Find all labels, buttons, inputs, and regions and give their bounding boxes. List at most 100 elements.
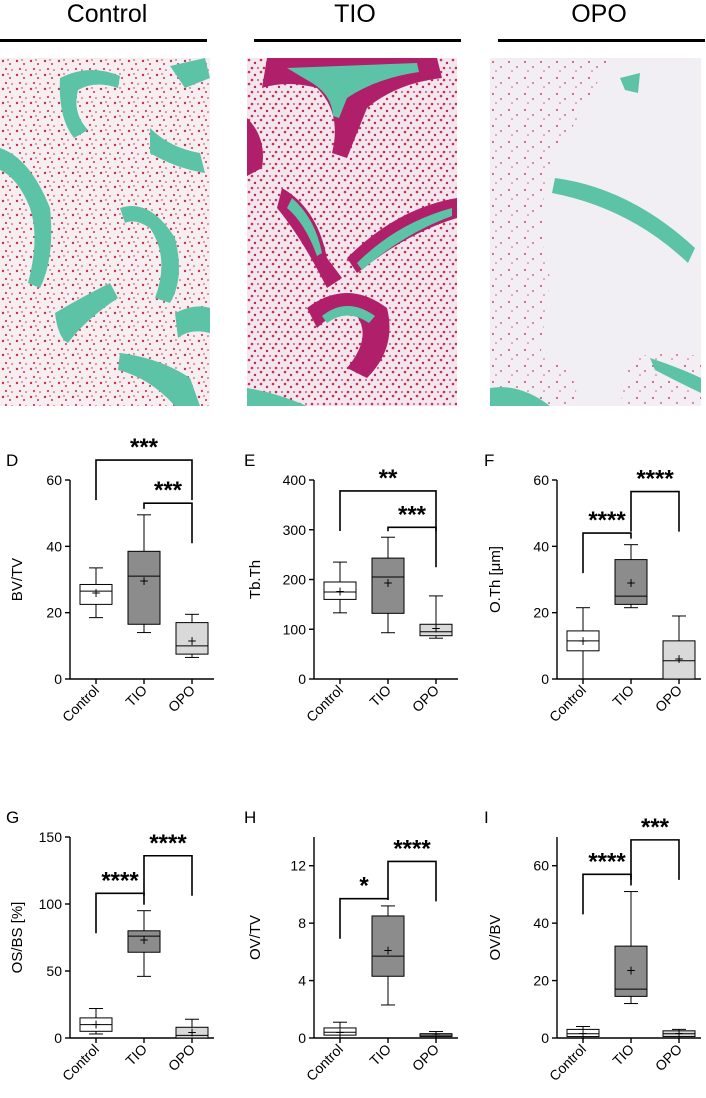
box-iqr: [175, 1026, 209, 1039]
significance-bracket: ***: [387, 501, 437, 568]
category-label-tio: TIO: [609, 682, 637, 710]
y-axis-title: OS/BS [%]: [9, 902, 26, 974]
y-tick-label: 20: [46, 605, 62, 621]
category-label-control: Control: [546, 682, 589, 725]
significance-stars: ****: [101, 867, 139, 894]
category-label-opo: OPO: [165, 682, 198, 715]
y-tick-label: 300: [283, 522, 307, 538]
y-axis-title: BV/TV: [9, 558, 26, 601]
box-iqr: [614, 945, 648, 997]
y-tick-label: 60: [533, 858, 549, 874]
box-control: +: [566, 1026, 600, 1041]
chart-panel-f: F 0 20 40 60 O.Th [μm] Control TIO OPO + + + **** ***…: [484, 451, 701, 725]
y-tick-label: 100: [283, 621, 307, 637]
box-tio: +: [127, 910, 161, 977]
micrograph-control-svg: [0, 58, 210, 406]
micrograph-control: [0, 58, 210, 406]
mean-marker: +: [674, 652, 684, 666]
column-rule-control: [0, 39, 207, 42]
significance-bracket: ****: [582, 507, 632, 574]
box-iqr: [175, 622, 209, 655]
y-tick-label: 4: [298, 973, 306, 989]
significance-bracket: ****: [582, 848, 632, 915]
mean-marker: +: [626, 576, 636, 590]
micrograph-tio-svg: [247, 58, 457, 406]
bracket-line: [582, 873, 632, 915]
mean-marker: +: [139, 933, 149, 947]
mean-marker: +: [431, 621, 441, 635]
significance-stars: **: [379, 465, 398, 492]
box-iqr: [371, 557, 405, 614]
box-opo: +: [175, 613, 209, 658]
bracket-line: [630, 490, 680, 532]
chart-panel-d: D 0 20 40 60 BV/TV Control TIO OPO + + + *** ***: [6, 434, 214, 725]
box-tio: +: [371, 536, 405, 634]
category-label-opo: OPO: [652, 1041, 685, 1074]
box-iqr: [419, 623, 453, 637]
y-axis-title: OV/TV: [247, 915, 264, 960]
y-axis-title: OV/BV: [487, 915, 504, 961]
category-label-tio: TIO: [366, 1041, 394, 1069]
mean-marker: +: [187, 1026, 197, 1040]
significance-bracket: ***: [143, 477, 193, 544]
y-tick-label: 150: [39, 829, 63, 845]
panel-letter: I: [484, 808, 489, 827]
significance-stars: ****: [393, 835, 431, 862]
bracket-line: [630, 839, 680, 880]
column-title-tio: TIO: [334, 0, 376, 28]
y-tick-label: 0: [54, 1030, 62, 1046]
mean-marker: +: [91, 586, 101, 600]
bracket-line: [143, 854, 193, 896]
column-rule-tio: [254, 39, 461, 42]
y-tick-label: 200: [283, 572, 307, 588]
y-tick-label: 0: [298, 1030, 306, 1046]
box-opo: +: [419, 1028, 453, 1042]
panel-letter: E: [244, 451, 255, 470]
box-iqr: [79, 583, 113, 605]
y-tick-label: 0: [298, 671, 306, 687]
significance-stars: ****: [588, 507, 626, 534]
significance-bracket: **: [339, 465, 437, 531]
significance-bracket: ****: [630, 466, 680, 532]
category-label-tio: TIO: [609, 1041, 637, 1069]
y-tick-label: 100: [39, 896, 63, 912]
box-iqr: [323, 1027, 357, 1036]
significance-stars: ***: [130, 434, 159, 461]
significance-bracket: ****: [143, 830, 193, 896]
y-tick-label: 400: [283, 472, 307, 488]
y-tick-label: 40: [533, 538, 549, 554]
y-tick-label: 0: [54, 671, 62, 687]
micrograph-opo: [490, 58, 701, 406]
y-axis-title: O.Th [μm]: [487, 546, 504, 613]
significance-stars: ***: [154, 477, 183, 504]
y-tick-label: 8: [298, 915, 306, 931]
category-label-opo: OPO: [409, 682, 442, 715]
category-label-tio: TIO: [122, 682, 150, 710]
box-opo: +: [175, 1018, 209, 1040]
significance-bracket: ***: [630, 814, 680, 880]
y-tick-label: 60: [533, 472, 549, 488]
box-control: +: [566, 607, 600, 680]
mean-marker: +: [578, 1027, 588, 1041]
panel-letter: G: [6, 808, 19, 827]
box-iqr: [662, 640, 696, 680]
box-iqr: [566, 1028, 600, 1038]
box-control: +: [79, 567, 113, 619]
micrograph-opo-svg: [490, 58, 701, 406]
y-tick-label: 20: [533, 605, 549, 621]
y-tick-label: 60: [46, 472, 62, 488]
box-iqr: [127, 550, 161, 625]
category-label-tio: TIO: [122, 1041, 150, 1069]
category-label-opo: OPO: [652, 682, 685, 715]
category-label-tio: TIO: [366, 682, 394, 710]
mean-marker: +: [187, 634, 197, 648]
mean-marker: +: [578, 634, 588, 648]
bracket-line: [387, 526, 437, 568]
bracket-line: [95, 459, 193, 501]
box-iqr: [323, 581, 357, 600]
box-control: +: [323, 1021, 357, 1039]
y-tick-label: 12: [290, 858, 306, 874]
